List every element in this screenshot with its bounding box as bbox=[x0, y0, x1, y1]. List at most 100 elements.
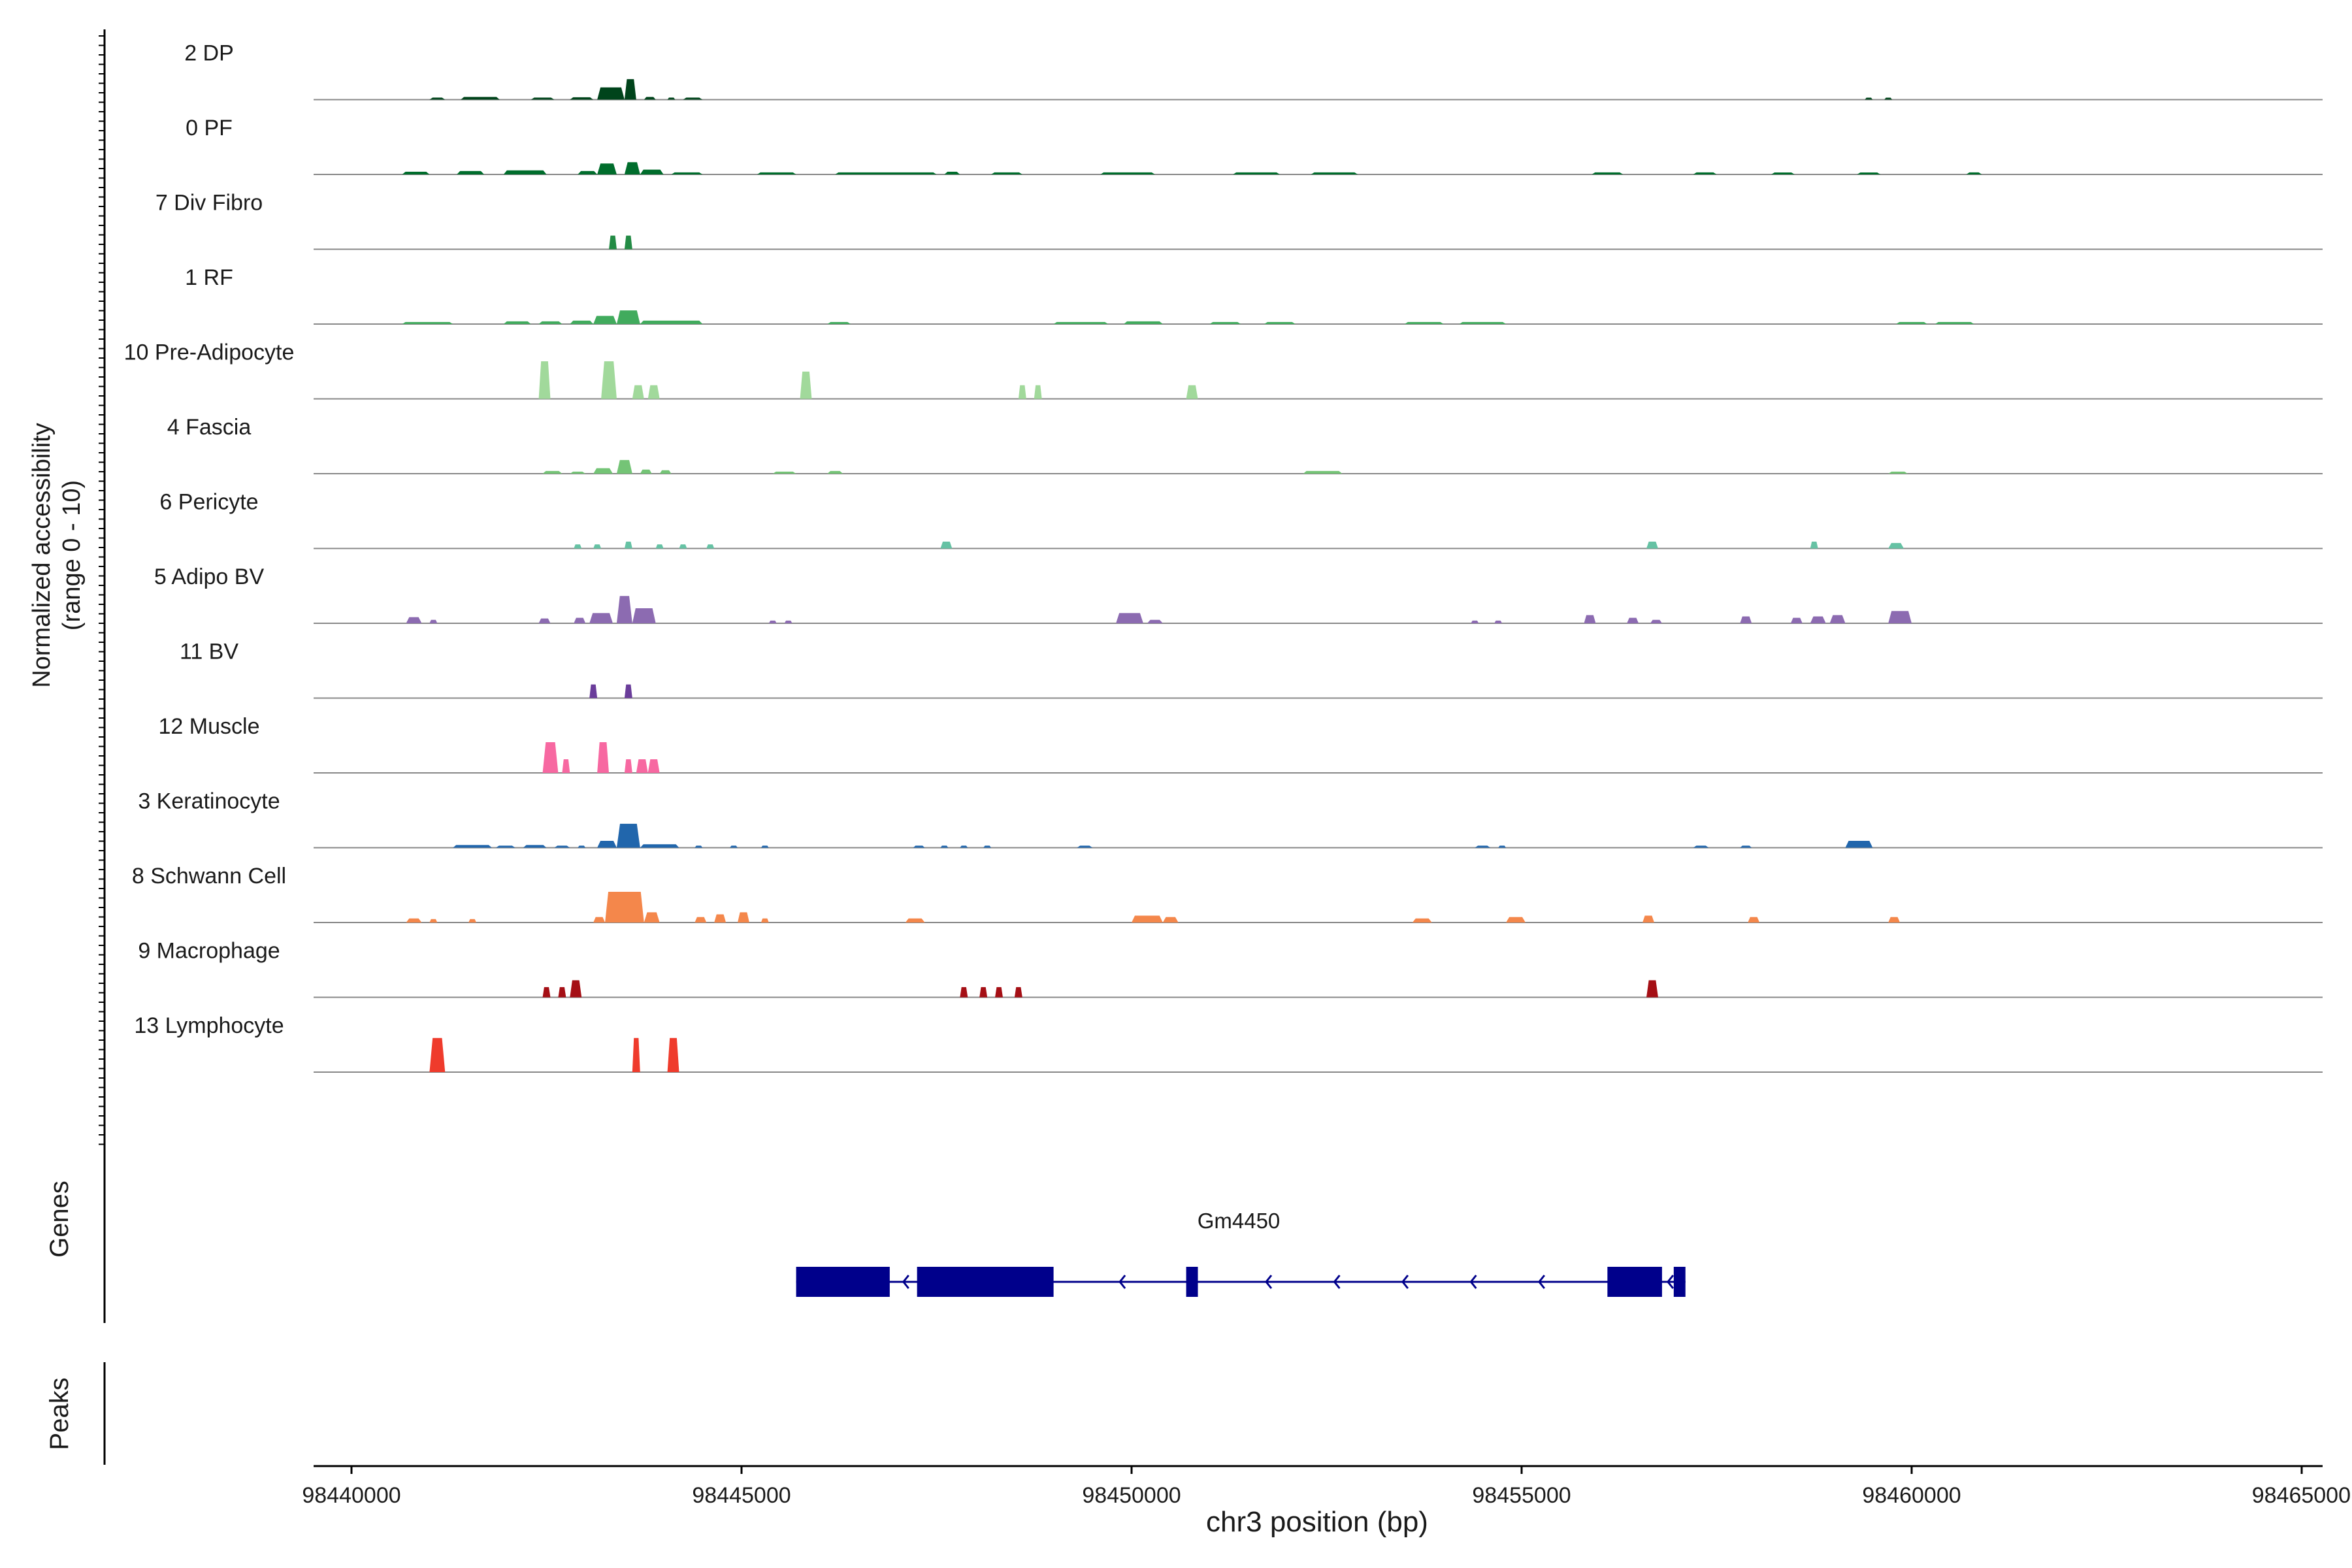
coverage-peak bbox=[757, 172, 796, 174]
coverage-peak bbox=[760, 918, 769, 923]
coverage-peak bbox=[574, 544, 582, 549]
coverage-peak bbox=[616, 460, 632, 474]
track-label: 5 Adipo BV bbox=[154, 564, 265, 589]
coverage-peak bbox=[1888, 543, 1904, 549]
coverage-peak bbox=[1303, 470, 1343, 474]
coverage-peak bbox=[624, 235, 632, 250]
coverage-peak bbox=[597, 163, 617, 174]
track-12-muscle: 12 Muscle bbox=[159, 714, 2323, 774]
strand-arrow bbox=[902, 1275, 909, 1289]
coverage-peak bbox=[1740, 616, 1752, 623]
coverage-peak bbox=[1100, 172, 1155, 174]
coverage-peak bbox=[995, 987, 1003, 998]
x-tick-label: 98450000 bbox=[1082, 1483, 1181, 1508]
track-1-rf: 1 RF bbox=[185, 265, 2323, 325]
coverage-peak bbox=[574, 617, 586, 623]
coverage-peak bbox=[827, 321, 851, 324]
x-tick-label: 98465000 bbox=[2252, 1483, 2351, 1508]
coverage-peak bbox=[1646, 980, 1658, 998]
coverage-peak bbox=[570, 97, 594, 100]
coverage-peak bbox=[429, 97, 446, 100]
coverage-peak bbox=[1498, 845, 1507, 848]
coverage-peak bbox=[1810, 542, 1818, 549]
coverage-peak bbox=[538, 321, 563, 324]
y-axis-title-range: (range 0 - 10) bbox=[58, 480, 86, 630]
coverage-peak bbox=[570, 320, 594, 324]
x-tick-label: 98445000 bbox=[692, 1483, 791, 1508]
y-axis bbox=[99, 29, 106, 1147]
coverage-peak bbox=[1311, 172, 1358, 174]
coverage-peak bbox=[738, 912, 749, 923]
coverage-peak bbox=[1888, 917, 1901, 923]
coverage-peak bbox=[1845, 841, 1873, 848]
coverage-peak bbox=[1209, 321, 1241, 324]
coverage-peak bbox=[1404, 321, 1444, 324]
track-label: 2 DP bbox=[184, 41, 234, 66]
gene-exon bbox=[1673, 1267, 1686, 1297]
coverage-peak bbox=[402, 171, 430, 174]
coverage-peak bbox=[991, 172, 1022, 174]
track-label: 6 Pericyte bbox=[159, 490, 258, 515]
coverage-peak bbox=[1412, 918, 1432, 923]
coverage-peak bbox=[461, 97, 500, 100]
coverage-peak bbox=[597, 742, 610, 773]
track-label: 4 Fascia bbox=[167, 415, 252, 440]
coverage-peak bbox=[562, 759, 570, 773]
coverage-peak bbox=[593, 917, 606, 923]
coverage-peak bbox=[495, 845, 515, 848]
track-11-bv: 11 BV bbox=[180, 640, 2323, 699]
coverage-peak bbox=[542, 742, 559, 773]
coverage-peak bbox=[1888, 611, 1912, 623]
x-tick-label: 98440000 bbox=[302, 1483, 400, 1508]
coverage-peak bbox=[624, 759, 632, 773]
coverage-peak bbox=[1584, 615, 1596, 623]
track-label: 12 Muscle bbox=[159, 714, 260, 739]
coverage-peak bbox=[616, 596, 632, 623]
coverage-peak bbox=[671, 172, 703, 174]
coverage-peak bbox=[1459, 321, 1507, 324]
coverage-peak bbox=[1077, 845, 1093, 848]
track-label: 0 PF bbox=[186, 116, 233, 140]
coverage-peak bbox=[1857, 172, 1881, 174]
track-label: 8 Schwann Cell bbox=[132, 864, 286, 889]
strand-arrow bbox=[1333, 1275, 1341, 1289]
coverage-peak bbox=[1865, 97, 1873, 100]
coverage-peak bbox=[1494, 620, 1503, 623]
coverage-peak bbox=[640, 320, 703, 324]
coverage-peak bbox=[647, 385, 660, 399]
coverage-peak bbox=[468, 919, 477, 923]
coverage-peak bbox=[593, 316, 617, 324]
track-8-schwann-cell: 8 Schwann Cell bbox=[132, 864, 2323, 923]
coverage-peak bbox=[1264, 321, 1296, 324]
coverage-peak bbox=[616, 823, 640, 848]
coverage-peak bbox=[714, 914, 727, 923]
coverage-peak bbox=[624, 79, 636, 100]
coverage-peak bbox=[1935, 321, 1974, 324]
track-label: 1 RF bbox=[185, 265, 233, 290]
coverage-peak bbox=[1053, 321, 1109, 324]
coverage-peak bbox=[632, 608, 656, 623]
track-0-pf: 0 PF bbox=[186, 116, 2323, 175]
y-axis-title: Normalized accessibility bbox=[28, 423, 56, 687]
coverage-peak bbox=[827, 470, 843, 474]
coverage-peak bbox=[542, 987, 551, 998]
coverage-peak bbox=[538, 361, 551, 399]
coverage-peak bbox=[429, 1037, 446, 1072]
coverage-peak bbox=[578, 171, 598, 174]
coverage-peak bbox=[429, 619, 438, 623]
coverage-peak bbox=[960, 845, 968, 848]
coverage-peak bbox=[835, 172, 937, 174]
gene-exon bbox=[1186, 1267, 1198, 1297]
track-label: 11 BV bbox=[180, 640, 238, 664]
coverage-peak bbox=[1471, 620, 1479, 623]
peaks-track-label: Peaks bbox=[45, 1377, 74, 1450]
coverage-peak bbox=[768, 620, 777, 623]
coverage-peak bbox=[1116, 613, 1143, 623]
coverage-peak bbox=[1018, 385, 1026, 399]
track-label: 10 Pre-Adipocyte bbox=[124, 340, 295, 365]
strand-arrow bbox=[1469, 1275, 1477, 1289]
coverage-peak bbox=[1124, 321, 1163, 324]
coverage-peak bbox=[406, 918, 422, 923]
coverage-peak bbox=[1147, 619, 1163, 623]
coverage-peak bbox=[578, 845, 586, 848]
